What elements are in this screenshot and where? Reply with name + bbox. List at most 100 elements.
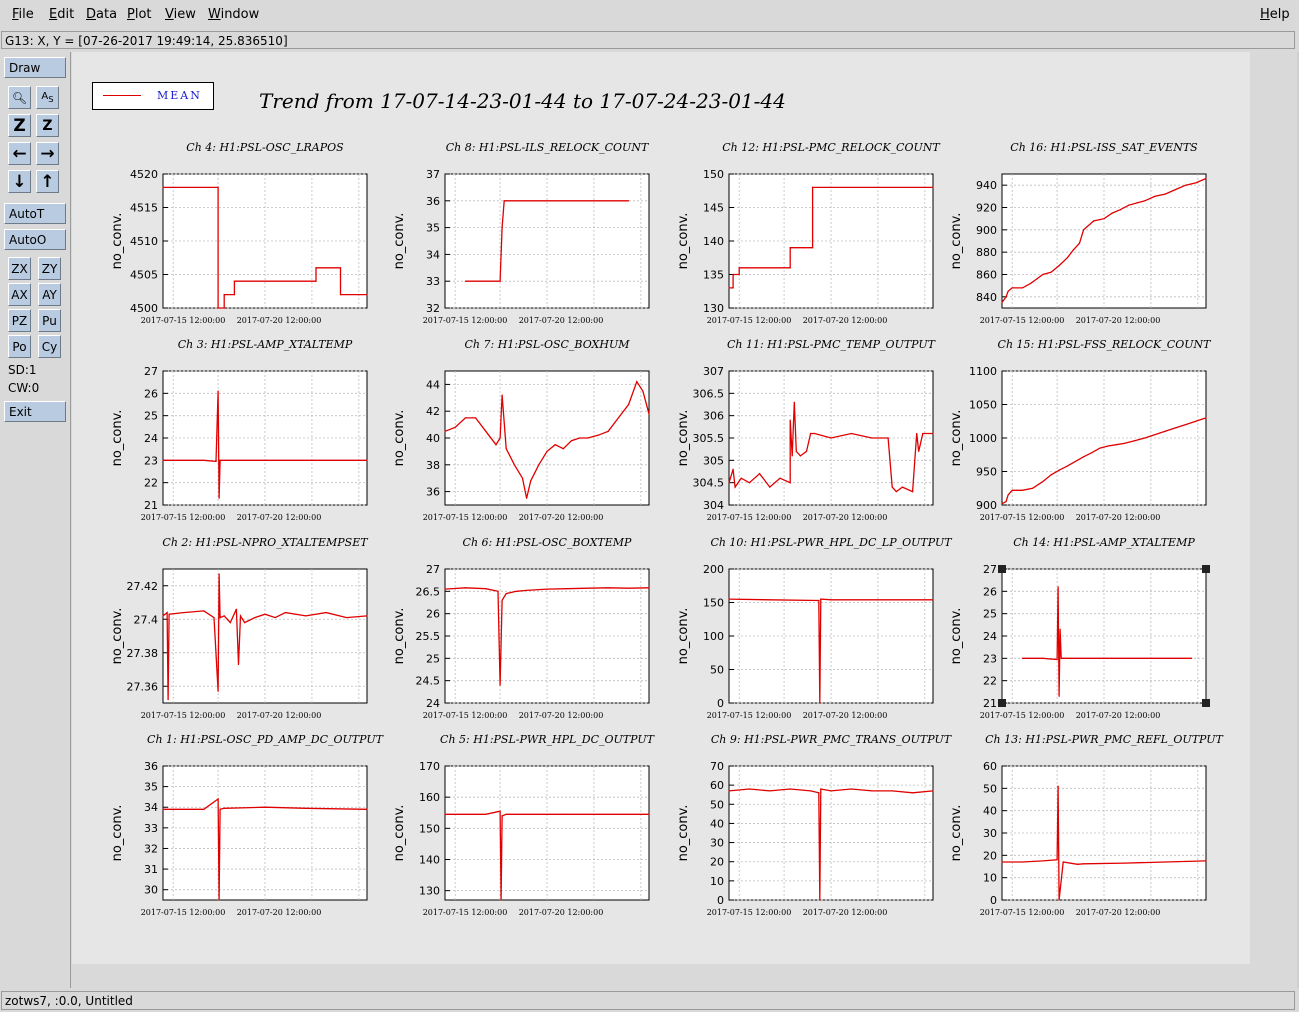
data-point bbox=[1062, 657, 1064, 659]
data-point bbox=[485, 813, 487, 815]
pan-left-button[interactable]: ← bbox=[8, 142, 31, 165]
data-point bbox=[820, 788, 822, 790]
plot-frame bbox=[444, 765, 650, 901]
data-point bbox=[1011, 287, 1013, 289]
data-point bbox=[871, 790, 873, 792]
data-point bbox=[305, 615, 307, 617]
abs-text-button[interactable]: AS bbox=[36, 86, 59, 109]
menu-help[interactable]: Help bbox=[1260, 7, 1290, 22]
magnify-icon: 🔍︎ bbox=[11, 90, 28, 105]
chart-10: Ch 6: H1:PSL-OSC_BOXTEMP 24 24.5 25 25.5 26 26… bbox=[392, 536, 650, 720]
data-point bbox=[1057, 586, 1059, 588]
pan-right-button[interactable]: → bbox=[36, 142, 59, 165]
y-tick-label: 32 bbox=[144, 842, 158, 855]
y-tick-label: 304 bbox=[703, 499, 724, 512]
chart-2: Ch 8: H1:PSL-ILS_RELOCK_COUNT 32 33 34 35 36 3… bbox=[392, 141, 650, 325]
legend-label: MEAN bbox=[157, 89, 202, 102]
y-tick-label: 33 bbox=[426, 275, 440, 288]
pu-button[interactable]: Pu bbox=[38, 309, 61, 332]
data-point bbox=[366, 615, 368, 617]
data-point bbox=[1042, 273, 1044, 276]
plot-canvas[interactable]: MEAN Trend from 17-07-14-23-01-44 to 17-… bbox=[72, 52, 1250, 964]
menu-view[interactable]: View bbox=[165, 7, 196, 22]
data-point bbox=[464, 417, 466, 419]
pan-up-button[interactable]: ↑ bbox=[36, 170, 59, 193]
data-point bbox=[728, 287, 730, 289]
data-point bbox=[1144, 437, 1146, 439]
series-line bbox=[445, 810, 649, 901]
y-tick-label: 170 bbox=[419, 760, 440, 773]
ay-button[interactable]: AY bbox=[38, 283, 61, 306]
data-point bbox=[734, 486, 736, 488]
exit-button[interactable]: Exit bbox=[4, 401, 66, 422]
x-tick-label: 2017-07-15 12:00:00 bbox=[707, 316, 792, 325]
y-tick-label: 4515 bbox=[130, 202, 158, 215]
chart-title: Ch 11: H1:PSL-PMC_TEMP_OUTPUT bbox=[727, 338, 937, 351]
chart-14: Ch 5: H1:PSL-PWR_HPL_DC_OUTPUT 130 140 150 1… bbox=[392, 733, 656, 917]
y-tick-label: 135 bbox=[703, 269, 724, 282]
data-point bbox=[217, 307, 219, 309]
data-point bbox=[1111, 212, 1113, 214]
y-tick-label: 36 bbox=[144, 760, 158, 773]
magnify-button[interactable]: 🔍︎ bbox=[8, 86, 31, 109]
y-tick-label: 23 bbox=[144, 454, 158, 467]
data-point bbox=[264, 459, 266, 461]
pz-button[interactable]: PZ bbox=[8, 309, 31, 332]
data-point bbox=[819, 702, 821, 704]
data-point bbox=[444, 588, 446, 590]
data-point bbox=[1005, 296, 1007, 298]
plot-frame bbox=[444, 173, 650, 309]
zoom-z-small-button[interactable]: Z bbox=[36, 114, 59, 137]
data-point bbox=[932, 186, 934, 188]
zoom-z-button[interactable]: Z bbox=[8, 114, 31, 137]
y-axis-label: no_conv. bbox=[949, 410, 964, 467]
data-point bbox=[587, 587, 589, 589]
chart-5: Ch 3: H1:PSL-AMP_XTALTEMP 21 22 23 24 25 26 27 2… bbox=[110, 338, 368, 522]
y-tick-label: 26 bbox=[983, 585, 997, 598]
y-tick-label: 27 bbox=[426, 563, 440, 576]
data-point bbox=[239, 615, 242, 617]
data-point bbox=[501, 815, 503, 817]
draw-button[interactable]: Draw bbox=[4, 57, 66, 78]
data-point bbox=[339, 267, 342, 269]
zx-button[interactable]: ZX bbox=[8, 257, 31, 280]
data-point bbox=[218, 899, 220, 901]
ax-button[interactable]: AX bbox=[8, 283, 31, 306]
po-button[interactable]: Po bbox=[8, 335, 31, 358]
y-tick-label: 4500 bbox=[130, 302, 158, 315]
x-tick-label: 2017-07-20 12:00:00 bbox=[1076, 711, 1161, 720]
menu-plot[interactable]: Plot bbox=[127, 7, 152, 22]
autot-button[interactable]: AutoT bbox=[4, 203, 66, 224]
menu-file[interactable]: File bbox=[12, 7, 34, 22]
menu-window[interactable]: Window bbox=[208, 7, 260, 22]
chart-9: Ch 2: H1:PSL-NPRO_XTALTEMPSET 27.36 27.38 2… bbox=[110, 536, 369, 720]
charts-grid[interactable]: Ch 4: H1:PSL-OSC_LRAPOS 4500 4505 4510 4515 4… bbox=[72, 52, 1250, 964]
menu-data[interactable]: Data bbox=[86, 7, 118, 22]
data-point bbox=[769, 790, 771, 792]
data-point bbox=[759, 473, 761, 475]
cy-button[interactable]: Cy bbox=[38, 335, 61, 358]
zy-button[interactable]: ZY bbox=[38, 257, 61, 280]
data-point bbox=[642, 390, 644, 392]
data-point bbox=[1056, 658, 1058, 661]
data-point bbox=[495, 444, 497, 446]
data-point bbox=[166, 611, 168, 614]
y-tick-label: 860 bbox=[976, 269, 997, 282]
data-point bbox=[1083, 863, 1085, 865]
x-tick-label: 2017-07-15 12:00:00 bbox=[141, 513, 226, 522]
zoom-z-icon: Z bbox=[13, 115, 26, 136]
y-tick-label: 0 bbox=[990, 894, 997, 907]
menu-edit[interactable]: Edit bbox=[49, 7, 75, 22]
data-point bbox=[748, 482, 751, 484]
data-point bbox=[1007, 290, 1009, 292]
data-point bbox=[799, 455, 802, 457]
data-point bbox=[1154, 434, 1156, 436]
y-tick-label: 31 bbox=[144, 863, 158, 876]
y-tick-label: 306.5 bbox=[693, 387, 725, 400]
data-point bbox=[162, 615, 164, 617]
data-point bbox=[444, 430, 446, 432]
pan-down-button[interactable]: ↓ bbox=[8, 170, 31, 193]
autoo-button[interactable]: AutoO bbox=[4, 229, 66, 250]
data-point bbox=[162, 186, 164, 188]
data-point bbox=[812, 247, 814, 249]
